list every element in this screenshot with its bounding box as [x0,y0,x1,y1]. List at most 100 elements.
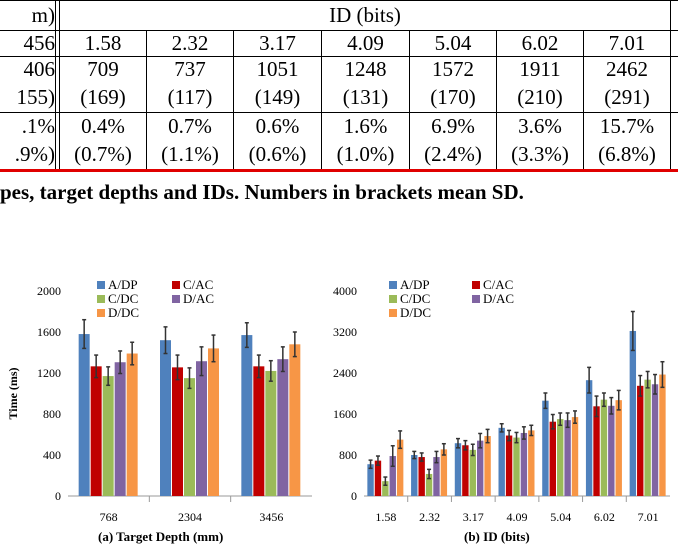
table-col-rule [233,30,234,169]
table-col-rule [583,30,584,169]
bar [484,436,491,496]
table-rule-top [0,0,678,1]
y-tick-label: 1200 [37,366,61,380]
bar [265,370,277,496]
bar [253,366,265,496]
header-left-cell: m) [31,3,55,27]
y-tick-label: 0 [55,489,61,503]
table-cell: 737 [174,57,206,81]
table-cell: 2462 [606,57,648,81]
legend-label: D/DC [400,305,431,320]
table-rule-header [0,30,678,31]
table-cell: 15.7% [599,114,655,138]
legend-swatch [472,295,480,303]
legend-swatch [472,281,480,289]
x-tick-label: 1.58 [375,510,396,524]
table-cell: 6.9% [431,114,475,138]
bar [196,361,207,496]
bar [615,400,622,496]
x-tick-label: 6.02 [594,510,615,524]
table-cell: (210) [517,85,563,109]
y-tick-label: 4000 [333,284,357,298]
bar [637,385,644,496]
bar [425,473,433,496]
bar [241,335,253,496]
y-tick-label: 800 [43,407,61,421]
table-cell: (170) [430,85,476,109]
bar [520,432,528,496]
left-cell: 155) [16,85,56,109]
table-cell: (117) [167,85,213,109]
x-tick-label: 2304 [178,510,202,524]
table-cell: (3.3%) [511,142,569,166]
x-tick-label: 3456 [259,510,283,524]
table-cell: (6.8%) [598,142,656,166]
bar [659,374,666,496]
table-cell: (0.7%) [74,142,132,166]
bar [462,445,469,496]
table-cell: 0.4% [81,114,125,138]
legend-label: A/DP [400,277,430,292]
bar [184,378,195,496]
left-cell: 406 [23,57,56,81]
legend-label: D/AC [183,291,214,306]
x-tick-label: 5.04 [550,510,571,524]
table-cell: 1051 [256,57,299,81]
table-col-rule [321,30,322,169]
bar [469,449,476,496]
bar [90,366,102,496]
legend-swatch [389,309,397,317]
bar [440,449,448,496]
id-chart: 0 800 1600 2400 3200 4000 1.58 2.32 3.17 4.09 5.04… [333,277,670,524]
bar [389,456,396,496]
bar [126,353,138,496]
table-cell: (1.1%) [161,142,219,166]
legend-label: C/DC [108,291,138,306]
table-cell: 6.02 [521,31,559,55]
table-cell: (2.4%) [424,142,482,166]
y-axis-label: Time (ms) [6,367,20,419]
bar [160,340,171,496]
x-tick-label: 4.09 [507,510,528,524]
left-cell: .9%) [14,142,55,166]
x-tick-label: 3.17 [463,510,484,524]
y-tick-label: 1600 [37,325,61,339]
legend-swatch [172,281,180,289]
bar [528,430,535,496]
x-tick-label: 2.32 [419,510,440,524]
y-tick-label: 1600 [333,407,357,421]
header-id-cell: ID (bits) [329,3,401,27]
table-col-rule [146,30,147,169]
table-rule [0,112,678,113]
table-col-rule [496,30,497,169]
table-cell: 7.01 [608,31,646,55]
table-rule [0,56,678,57]
y-tick-label: 2400 [333,366,357,380]
bar [454,443,462,496]
x-tick-label: 7.01 [638,510,659,524]
bar [557,419,564,496]
y-tick-label: 2000 [37,284,61,298]
bar [208,348,219,496]
bar [549,421,557,496]
y-tick-label: 3200 [333,325,357,339]
table-cell: (1.0%) [336,142,395,166]
chart-b-sublabel: (b) ID (bits) [464,529,530,544]
bar [571,417,579,496]
bar [396,439,404,496]
bar [114,362,126,496]
y-tick-label: 800 [339,448,357,462]
x-tick-label: 768 [100,510,118,524]
table-cell: (131) [342,85,389,109]
table-cell: 2.32 [171,31,209,55]
bar [542,400,549,496]
table-double-rule [59,0,60,169]
table-cell: 0.6% [255,114,300,138]
bar [78,334,90,496]
bar [374,460,382,496]
chart-a-sublabel: (a) Target Depth (mm) [98,529,224,544]
legend-swatch [97,295,105,303]
table-cell: 709 [87,57,119,81]
table-cell: 1.6% [343,114,388,138]
legend-swatch [389,281,397,289]
